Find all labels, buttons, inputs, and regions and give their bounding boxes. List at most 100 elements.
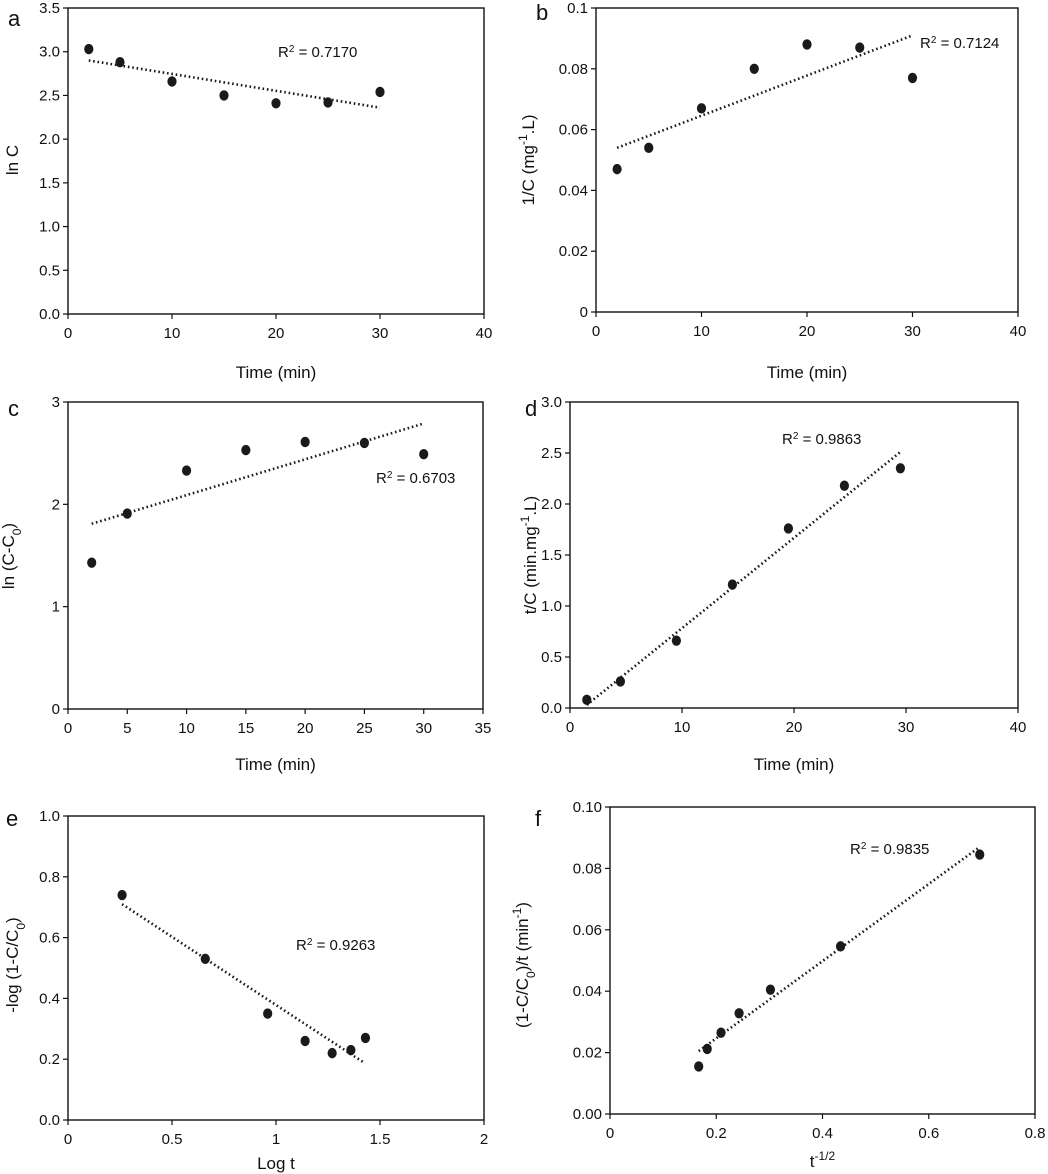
x-tick-label: 30 [898,719,915,736]
y-axis-title: -log (1-C/C0) [3,917,28,1012]
x-tick-label: 40 [1010,323,1027,340]
x-axis-title: t-1/2 [810,1149,836,1171]
x-axis-title: Time (min) [236,363,317,382]
data-point [323,97,333,108]
r-squared-label: R2 = 0.9835 [850,841,929,859]
y-tick-label: 1.0 [39,219,60,236]
y-tick-label: 0.02 [559,243,588,260]
x-tick-label: 10 [674,719,691,736]
data-point [749,63,759,74]
y-tick-label: 0.08 [559,61,588,78]
data-point [765,984,776,995]
y-tick-label: 3 [52,394,60,411]
y-tick-label: 0.1 [567,0,588,17]
data-point [671,635,682,646]
x-tick-label: 30 [904,323,921,340]
plot-frame [67,401,484,710]
data-point [582,694,592,706]
data-point [615,676,626,687]
data-point [167,76,177,87]
y-axis-title: ln (C-C0) [0,523,24,589]
x-tick-label: 1.5 [370,1131,391,1148]
x-tick-label: 0 [64,720,72,737]
x-axis-title: Time (min) [235,755,316,774]
data-point [975,849,985,860]
x-tick-label: 0.5 [162,1131,183,1148]
y-tick-label: 1.5 [541,547,562,564]
y-tick-label: 2.5 [39,87,60,104]
data-point [802,39,812,50]
x-tick-label: 0 [606,1125,614,1142]
x-axis-title: Time (min) [767,363,848,382]
panel-letter: c [8,396,19,421]
y-tick-label: 0 [580,304,588,321]
data-point [696,103,707,114]
data-point [419,448,429,460]
y-axis-title: t/C (min.mg-1.L) [518,496,540,614]
x-tick-label: 30 [372,325,389,342]
r-squared-label: R2 = 0.9863 [782,431,861,449]
trend-line [91,422,425,526]
r-squared-label: R2 = 0.7170 [278,44,357,62]
x-tick-label: 20 [268,325,285,342]
x-tick-label: 1 [272,1131,280,1148]
trend-line [121,903,365,1064]
chart-panel-c: c 0 5 10 15 20 25 30 35 0 1 2 3 Time (min) ln (C-C0) R2… [0,394,491,774]
y-tick-label: 0.02 [573,1045,602,1062]
data-point [300,436,310,448]
chart-panel-b: b 0 10 20 30 40 0 0.02 0.04 0.06 0.08 0.1 Time (min)… [516,0,1026,382]
r-squared-label: R2 = 0.7124 [920,35,999,53]
y-axis-title: 1/C (mg-1.L) [516,115,538,206]
data-point [87,557,97,568]
plot-frame [67,815,485,1121]
plot-frame [609,806,1036,1115]
trend-line [697,845,981,1053]
data-point [122,508,132,519]
chart-panel-d: d 0 10 20 30 40 0.0 0.5 1.0 1.5 2.0 2.5 3.0 Time (min… [518,394,1026,774]
trend-line [616,34,913,150]
plot-frame [595,7,1019,313]
y-tick-label: 0.0 [39,1112,60,1129]
y-tick-label: 0.2 [39,1051,60,1068]
x-tick-label: 5 [123,720,131,737]
x-tick-label: 25 [356,720,373,737]
r-squared-label: R2 = 0.6703 [376,470,455,488]
y-tick-label: 3.5 [39,0,60,17]
data-point [346,1044,356,1056]
x-tick-label: 35 [475,720,492,737]
y-tick-label: 2.5 [541,445,562,462]
data-point [835,941,846,952]
x-tick-label: 0 [592,323,600,340]
y-axis-title: ln C [3,145,22,175]
data-point [694,1061,704,1072]
x-tick-label: 0 [64,325,72,342]
data-point [271,98,281,109]
x-tick-label: 0 [64,1131,72,1148]
panel-letter: f [535,806,542,831]
panel-letter: e [6,806,18,831]
y-tick-label: 3.0 [541,394,562,411]
x-tick-label: 40 [476,325,493,342]
x-tick-label: 40 [1010,719,1027,736]
x-tick-label: 30 [415,720,432,737]
y-tick-label: 2.0 [541,496,562,513]
x-tick-label: 20 [786,719,803,736]
x-tick-label: 0.4 [812,1125,833,1142]
trend-line [585,450,902,706]
data-point [783,523,794,534]
x-tick-label: 20 [799,323,816,340]
panel-letter: a [8,6,21,31]
y-tick-label: 0.10 [573,799,602,816]
y-tick-label: 0.06 [573,922,602,939]
data-point [855,42,865,53]
plot-frame [569,401,1019,709]
y-tick-label: 0.06 [559,122,588,139]
chart-panel-a: a 0 10 20 30 40 0.0 0.5 1.0 1.5 2.0 2.5 3.0 3.5 Time (… [3,0,492,382]
data-point [895,463,906,474]
data-point [644,142,654,154]
y-tick-label: 0.6 [39,930,60,947]
y-axis-title: (1-C/C0)/t (min-1) [510,902,538,1028]
data-point [115,57,125,68]
y-tick-label: 3.0 [39,44,60,61]
y-tick-label: 0.4 [39,990,60,1007]
